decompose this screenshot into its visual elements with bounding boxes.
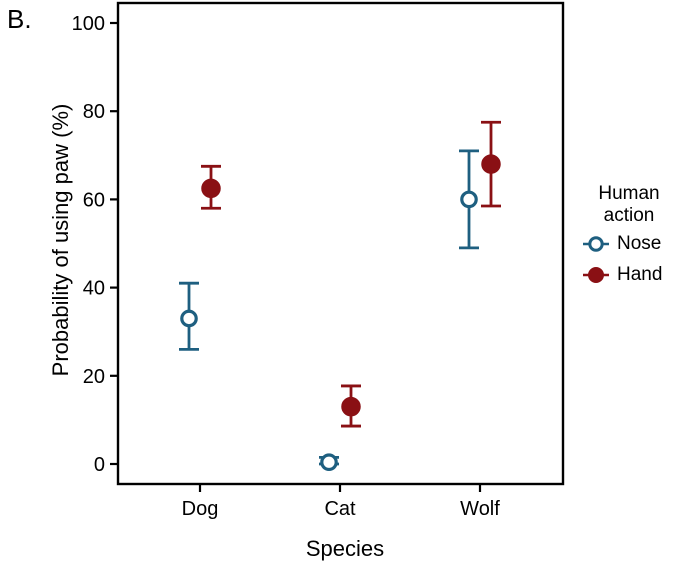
legend: Human action Nose Hand xyxy=(581,183,680,289)
y-tick-label: 20 xyxy=(83,366,105,388)
x-tick-label: Dog xyxy=(182,498,219,520)
legend-item-nose: Nose xyxy=(581,229,680,258)
y-axis-title: Probability of using paw (%) xyxy=(48,103,73,377)
y-tick-label: 100 xyxy=(72,13,105,35)
pointrange-hand-dog xyxy=(201,164,221,210)
x-tick-label: Cat xyxy=(324,498,356,520)
y-tick-label: 40 xyxy=(83,278,105,300)
nose-open-circle-icon xyxy=(583,235,609,252)
y-tick-label: 0 xyxy=(94,454,105,476)
pointrange-hand-wolf xyxy=(481,120,501,208)
pointrange-hand-cat xyxy=(341,384,361,428)
y-tick-label: 60 xyxy=(83,189,105,211)
pointrange-nose-cat xyxy=(319,453,339,472)
legend-title: Human action xyxy=(598,183,660,226)
y-tick-label: 80 xyxy=(83,101,105,123)
pointrange-nose-dog xyxy=(179,281,199,351)
legend-item-hand-label: Hand xyxy=(617,263,663,285)
panel-label: B. xyxy=(7,4,32,34)
panel-border xyxy=(116,1,565,486)
x-tick-label: Wolf xyxy=(460,498,500,520)
x-axis-title: Species xyxy=(305,536,385,561)
hand-filled-circle-icon xyxy=(583,266,609,283)
legend-item-hand: Hand xyxy=(581,260,680,289)
legend-item-nose-label: Nose xyxy=(617,232,662,254)
pointrange-nose-wolf xyxy=(459,149,479,250)
